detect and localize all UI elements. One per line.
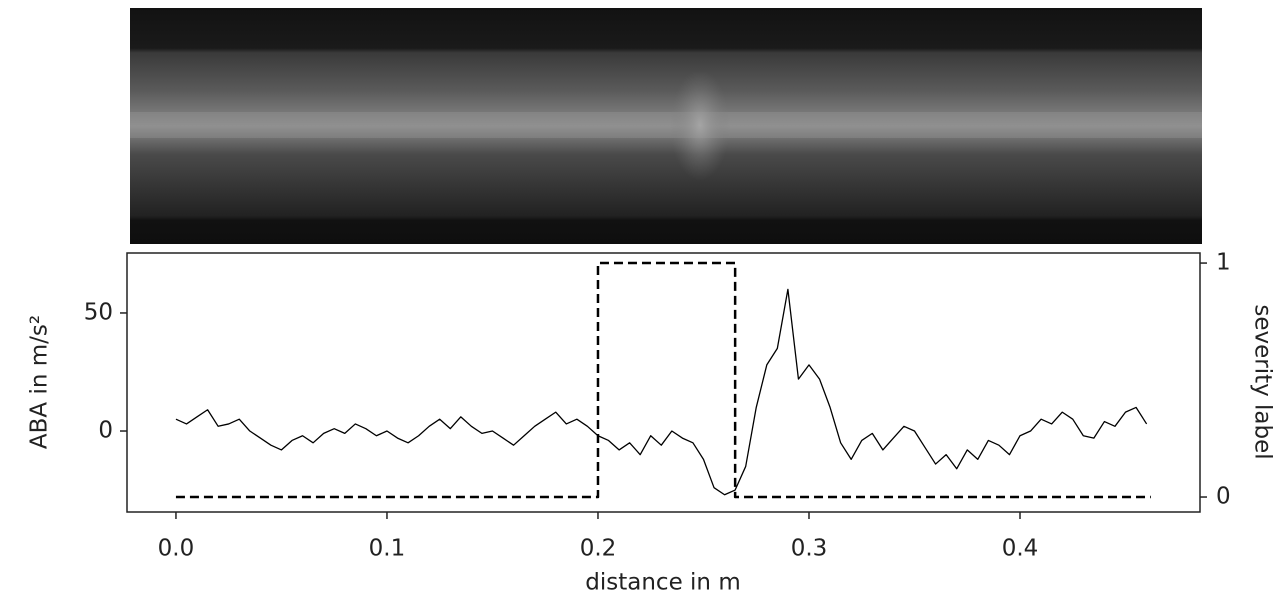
y2-tick-label: 1 bbox=[1216, 250, 1231, 276]
pipe-defect bbox=[670, 70, 730, 180]
x-tick-label: 0.1 bbox=[369, 536, 406, 562]
y-tick-label: 50 bbox=[84, 299, 113, 325]
signal-line bbox=[175, 288, 1148, 496]
y-tick-label: 0 bbox=[98, 418, 113, 444]
y-axis-label: ABA in m/s² bbox=[27, 315, 53, 449]
pipe-photo bbox=[130, 8, 1202, 244]
severity-line bbox=[175, 261, 1151, 499]
x-tick-label: 0.2 bbox=[580, 536, 617, 562]
pipe-highlight bbox=[130, 112, 1202, 138]
x-tick-label: 0.0 bbox=[158, 536, 195, 562]
x-tick-label: 0.3 bbox=[791, 536, 828, 562]
pipe-image bbox=[130, 8, 1202, 244]
x-axis-label: distance in m bbox=[585, 570, 740, 596]
x-tick-label: 0.4 bbox=[1002, 536, 1039, 562]
y2-axis-label: severity label bbox=[1250, 304, 1276, 459]
plot-frame bbox=[126, 252, 1201, 513]
y2-tick-label: 0 bbox=[1216, 484, 1231, 510]
